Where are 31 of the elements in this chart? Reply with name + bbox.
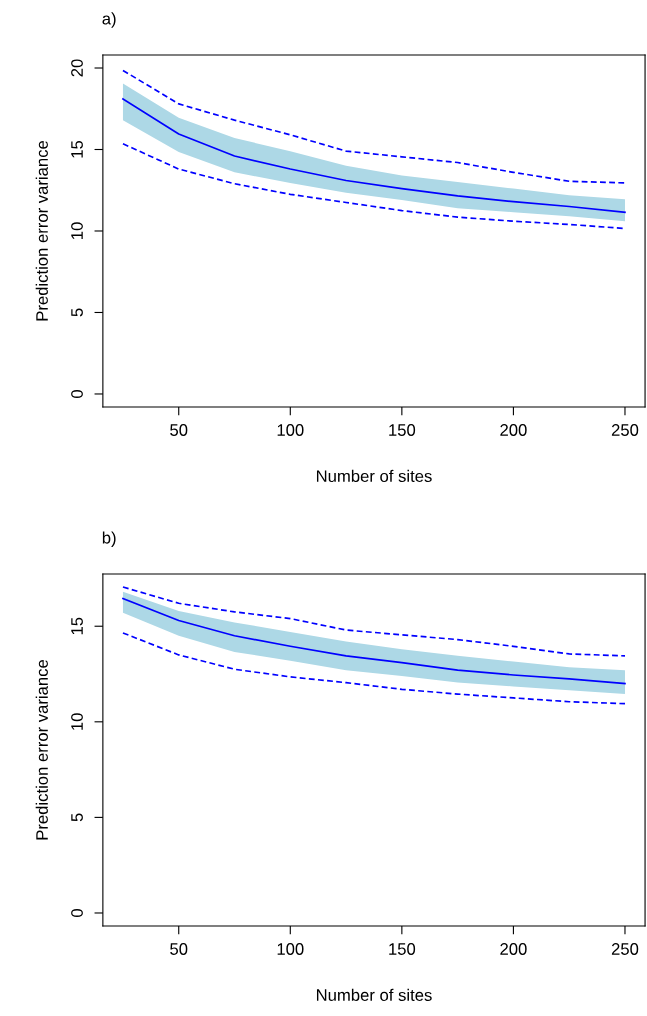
x-tick-label: 100 [277,424,304,436]
line-series [122,597,626,685]
line-series [122,142,626,230]
line-series [122,69,626,184]
y-axis-title: Prediction error variance [35,659,48,840]
x-tick-label: 50 [170,424,188,436]
y-tick-label: 0 [71,909,83,917]
y-tick-label: 0 [71,389,83,398]
chart-title: a) [102,12,116,28]
x-tick-label: 200 [500,943,527,955]
y-tick-label: 10 [71,222,83,239]
x-tick-label: 250 [611,943,639,955]
x-tick-label: 50 [170,943,188,955]
x-tick-label: 150 [389,943,416,955]
x-tick-label: 100 [277,943,304,955]
chart-title: b) [102,531,116,547]
line-series [122,98,626,214]
y-tick-label: 15 [71,140,83,158]
y-tick-label: 15 [71,617,83,635]
line-series [122,586,626,657]
x-tick-label: 250 [611,424,639,436]
x-axis-title: Number of sites [316,988,432,1001]
x-tick-label: 150 [389,424,416,436]
y-tick-label: 5 [71,813,83,822]
y-axis-title: Prediction error variance [35,140,48,321]
y-tick-label: 20 [71,59,83,77]
y-tick-label: 5 [71,308,83,317]
y-tick-label: 10 [71,713,83,730]
x-tick-label: 200 [500,424,527,436]
x-axis-title: Number of sites [316,469,432,483]
line-series [122,632,626,705]
